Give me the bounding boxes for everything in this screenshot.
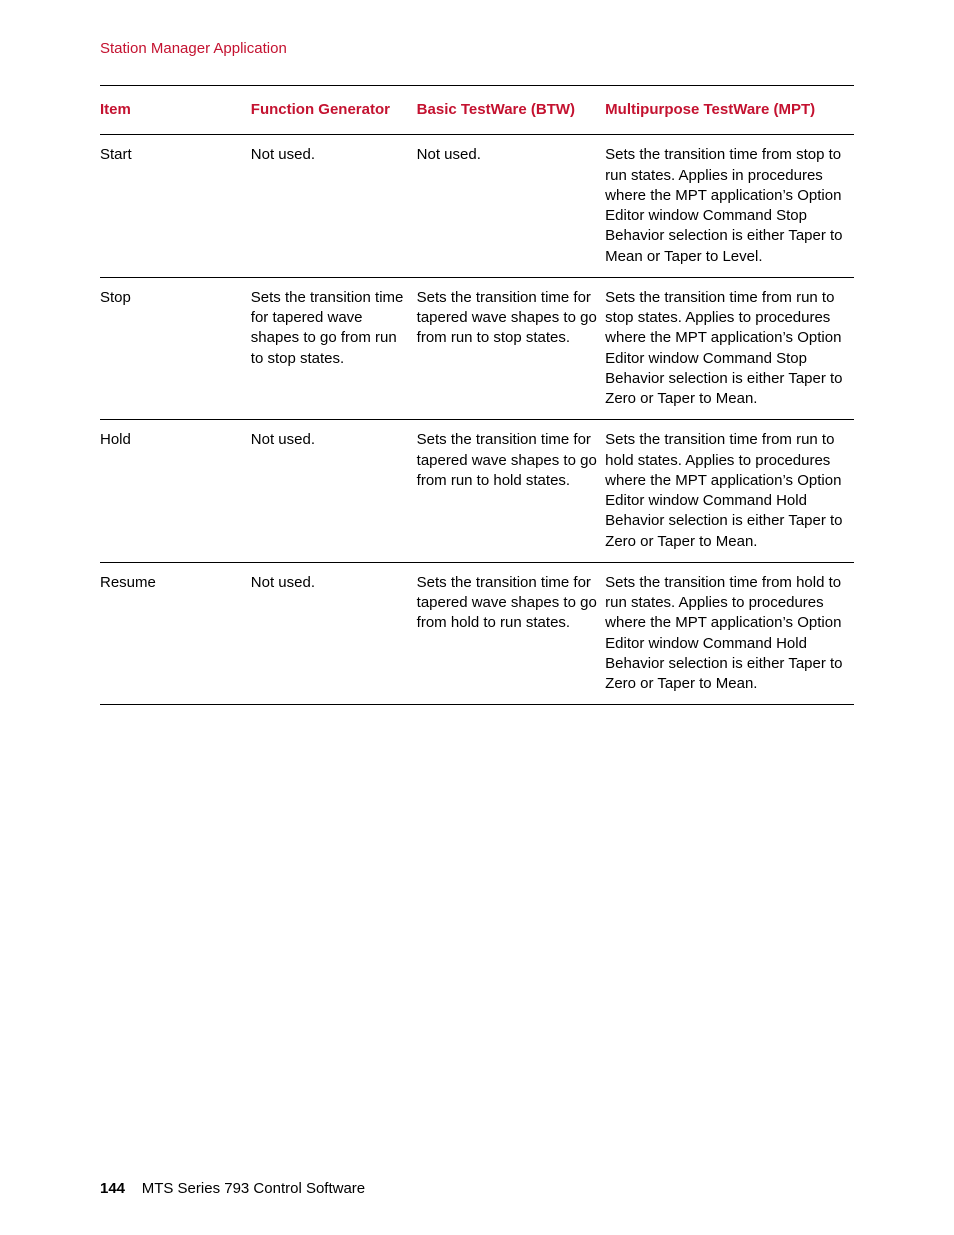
cell-btw: Sets the transition time for tapered wav…: [417, 420, 606, 563]
cell-item: Stop: [100, 277, 251, 420]
page-footer: 144 MTS Series 793 Control Software: [100, 1180, 365, 1197]
col-header-fg: Function Generator: [251, 86, 417, 135]
cell-btw: Sets the transition time for tapered wav…: [417, 277, 606, 420]
page-number: 144: [100, 1180, 125, 1197]
col-header-item: Item: [100, 86, 251, 135]
cell-fg: Sets the transition time for tapered wav…: [251, 277, 417, 420]
cell-item: Resume: [100, 562, 251, 705]
cell-btw: Sets the transition time for tapered wav…: [417, 562, 606, 705]
cell-mpt: Sets the transition time from hold to ru…: [605, 562, 854, 705]
cell-btw: Not used.: [417, 135, 606, 278]
cell-item: Start: [100, 135, 251, 278]
col-header-btw: Basic TestWare (BTW): [417, 86, 606, 135]
footer-separator: [129, 1180, 137, 1197]
doc-title: MTS Series 793 Control Software: [142, 1180, 365, 1197]
cell-mpt: Sets the transition time from stop to ru…: [605, 135, 854, 278]
cell-fg: Not used.: [251, 562, 417, 705]
cell-mpt: Sets the transition time from run to hol…: [605, 420, 854, 563]
table-row: Stop Sets the transition time for tapere…: [100, 277, 854, 420]
features-table: Item Function Generator Basic TestWare (…: [100, 85, 854, 705]
page-content: Station Manager Application Item Functio…: [0, 0, 954, 1235]
section-title: Station Manager Application: [100, 40, 854, 57]
cell-mpt: Sets the transition time from run to sto…: [605, 277, 854, 420]
cell-item: Hold: [100, 420, 251, 563]
table-row: Start Not used. Not used. Sets the trans…: [100, 135, 854, 278]
col-header-mpt: Multipurpose TestWare (MPT): [605, 86, 854, 135]
cell-fg: Not used.: [251, 420, 417, 563]
table-header-row: Item Function Generator Basic TestWare (…: [100, 86, 854, 135]
table-row: Hold Not used. Sets the transition time …: [100, 420, 854, 563]
table-row: Resume Not used. Sets the transition tim…: [100, 562, 854, 705]
cell-fg: Not used.: [251, 135, 417, 278]
